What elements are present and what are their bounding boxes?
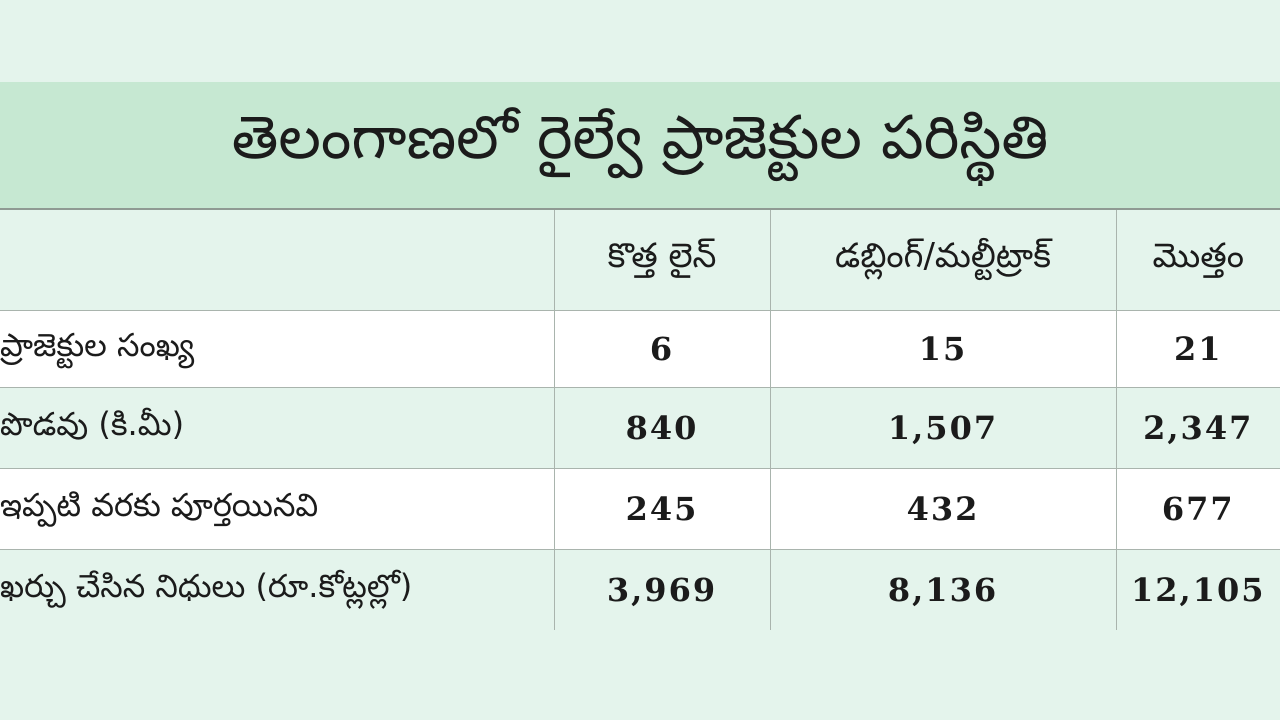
cell-value: 840 — [554, 387, 771, 469]
cell-value: 12,105 — [1116, 549, 1280, 630]
title-band: తెలంగాణలో రైల్వే ప్రాజెక్టుల పరిస్థితి — [0, 82, 1280, 208]
table-row: పొడవు (కి.మీ) 840 1,507 2,347 — [0, 387, 1280, 469]
cell-value: 3,969 — [554, 549, 771, 630]
cell-value: 21 — [1116, 310, 1280, 388]
cell-value: 15 — [770, 310, 1117, 388]
cell-value: 8,136 — [770, 549, 1117, 630]
row-label-funds-spent: ఖర్చు చేసిన నిధులు (రూ.కోట్లల్లో) — [0, 549, 555, 630]
header-cell-empty — [0, 210, 555, 311]
table-row: ఖర్చు చేసిన నిధులు (రూ.కోట్లల్లో) 3,969 … — [0, 549, 1280, 630]
cell-value: 245 — [554, 468, 771, 550]
cell-value: 6 — [554, 310, 771, 388]
row-label-completed: ఇప్పటి వరకు పూర్తయినవి — [0, 468, 555, 550]
header-total: మొత్తం — [1116, 210, 1280, 311]
railway-projects-table: కొత్త లైన్ డబ్లింగ్/మల్టీట్రాక్ మొత్తం ప… — [0, 210, 1280, 630]
cell-value: 2,347 — [1116, 387, 1280, 469]
cell-value: 1,507 — [770, 387, 1117, 469]
page-title: తెలంగాణలో రైల్వే ప్రాజెక్టుల పరిస్థితి — [231, 103, 1049, 173]
row-label-project-count: ప్రాజెక్టుల సంఖ్య — [0, 310, 555, 388]
row-label-length: పొడవు (కి.మీ) — [0, 387, 555, 469]
table-header-row: కొత్త లైన్ డబ్లింగ్/మల్టీట్రాక్ మొత్తం — [0, 210, 1280, 311]
cell-value: 432 — [770, 468, 1117, 550]
header-new-line: కొత్త లైన్ — [554, 210, 771, 311]
table-row: ప్రాజెక్టుల సంఖ్య 6 15 21 — [0, 310, 1280, 388]
header-doubling-multitrack: డబ్లింగ్/మల్టీట్రాక్ — [770, 210, 1117, 311]
title-divider — [0, 208, 1280, 210]
table-row: ఇప్పటి వరకు పూర్తయినవి 245 432 677 — [0, 468, 1280, 550]
cell-value: 677 — [1116, 468, 1280, 550]
